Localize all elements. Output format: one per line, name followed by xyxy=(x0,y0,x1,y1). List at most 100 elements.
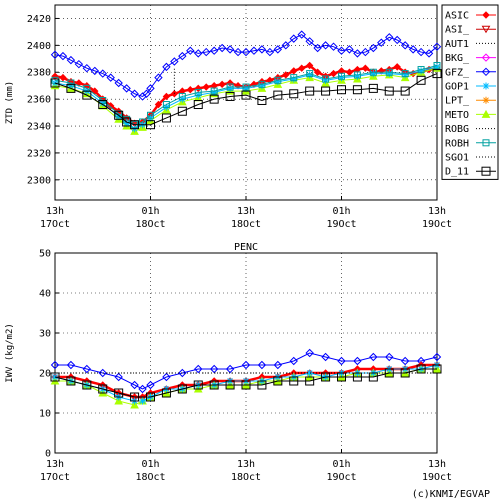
ztd-point-robh xyxy=(369,68,377,76)
legend-marker xyxy=(482,11,490,19)
ztd-point-asic xyxy=(305,61,314,70)
legend-label: AUT1 xyxy=(445,39,469,50)
ztd-point-gfz xyxy=(305,37,314,46)
iwv-point-gfz xyxy=(273,360,283,370)
ztd-point-d11 xyxy=(257,95,267,105)
ztd-point-gfz xyxy=(82,63,92,73)
ztd-point-gfz xyxy=(178,51,187,61)
legend-entry-gop1: GOP1 xyxy=(445,82,496,93)
ztd-point-gfz xyxy=(98,69,107,78)
ztd-point-asic xyxy=(202,83,210,91)
ztd-point-gop1 xyxy=(433,63,441,71)
ztd-point-robh xyxy=(194,88,202,96)
iwv-point-gfz xyxy=(432,352,442,362)
ztd-point-robh xyxy=(147,111,154,119)
ztd-point-gfz xyxy=(186,46,195,55)
ztd-point-gfz xyxy=(369,43,378,53)
ztd-point-gfz xyxy=(273,45,283,54)
iwv-point-d11 xyxy=(98,384,108,394)
ztd-point-gfz xyxy=(385,33,394,42)
ztd-point-d11 xyxy=(384,86,394,96)
ztd-point-gfz xyxy=(361,47,370,57)
iwv-x-tick-label-date: 17Oct xyxy=(40,472,70,483)
iwv-point-d11 xyxy=(193,380,203,390)
ztd-y-tick-label: 2340 xyxy=(27,122,51,133)
ztd-point-d11 xyxy=(273,90,283,100)
ztd-point-gop1 xyxy=(123,119,131,127)
ztd-point-gfz xyxy=(321,41,330,50)
legend-entry-robg: ROBG xyxy=(445,124,496,135)
iwv-point-gfz xyxy=(114,372,123,382)
iwv-point-d11 xyxy=(82,380,92,390)
ztd-point-d11 xyxy=(98,100,108,110)
ztd-x-tick-label-hour: 13h xyxy=(46,206,64,217)
ztd-point-robh xyxy=(274,76,282,84)
iwv-point-gfz xyxy=(66,360,76,370)
ztd-point-robh xyxy=(353,71,361,79)
ztd-series-d11 xyxy=(50,69,442,130)
ztd-point-asic xyxy=(282,71,290,79)
iwv-point-gfz xyxy=(400,356,410,366)
ztd-x-tick-label-date: 18Oct xyxy=(135,219,165,230)
legend-entry-asi: ASI_ xyxy=(445,25,496,36)
iwv-x-tick-label-hour: 01h xyxy=(141,459,159,470)
ztd-point-gfz xyxy=(329,42,338,51)
ztd-point-d11 xyxy=(161,113,171,123)
ztd-point-asic xyxy=(329,69,338,78)
ztd-point-asic xyxy=(210,81,218,90)
ztd-point-d11 xyxy=(66,83,76,93)
iwv-x-tick-label-date: 18Oct xyxy=(231,472,261,483)
ztd-y-tick-label: 2400 xyxy=(27,41,51,52)
legend-entry-d11: D_11 xyxy=(445,166,496,178)
ztd-x-tick-label-date: 18Oct xyxy=(231,219,261,230)
ztd-point-d11 xyxy=(82,90,92,100)
ztd-y-tick-label: 2360 xyxy=(27,95,51,106)
ztd-point-gfz xyxy=(225,45,235,54)
iwv-y-tick-label: 0 xyxy=(45,449,51,460)
ztd-point-d11 xyxy=(209,94,219,104)
ztd-point-gfz xyxy=(281,41,290,50)
ztd-point-d11 xyxy=(432,69,442,79)
iwv-point-meto xyxy=(130,400,139,409)
iwv-point-d11 xyxy=(225,380,235,390)
iwv-point-d11 xyxy=(66,376,76,386)
ztd-point-robh xyxy=(290,74,298,82)
ztd-point-gop1 xyxy=(401,71,409,79)
legend-marker xyxy=(481,109,491,118)
ztd-point-asic xyxy=(178,87,187,95)
ztd-point-gop1 xyxy=(338,74,345,82)
iwv-x-tick-label-hour: 13h xyxy=(428,459,446,470)
ztd-point-gfz xyxy=(202,47,211,57)
ztd-point-gop1 xyxy=(274,78,282,86)
iwv-series-line-d11 xyxy=(54,368,437,398)
ztd-point-gop1 xyxy=(385,70,393,78)
ztd-point-gfz xyxy=(233,47,243,57)
ztd-point-d11 xyxy=(177,106,187,116)
ztd-point-asic xyxy=(107,102,115,110)
iwv-point-d11 xyxy=(146,392,155,402)
ztd-point-gfz xyxy=(289,34,298,43)
ztd-x-tick-label-date: 17Oct xyxy=(40,219,70,230)
iwv-point-gfz xyxy=(337,356,346,366)
legend-label: ROBG xyxy=(445,124,469,135)
ztd-point-robh xyxy=(385,68,393,76)
ztd-point-asic xyxy=(186,86,194,94)
iwv-point-gfz xyxy=(50,360,60,370)
iwv-y-tick-label: 20 xyxy=(39,369,51,380)
legend-entry-lpt: LPT_ xyxy=(445,96,496,107)
iwv-point-gop1 xyxy=(306,369,314,377)
ztd-point-asic xyxy=(218,80,226,89)
iwv-point-d11 xyxy=(289,376,299,386)
ztd-point-robh xyxy=(67,79,75,87)
ztd-y-tick-label: 2380 xyxy=(27,68,51,79)
iwv-point-gfz xyxy=(82,364,92,374)
iwv-point-d11 xyxy=(352,372,362,382)
iwv-point-gfz xyxy=(289,356,298,366)
legend-marker xyxy=(481,166,491,176)
ztd-point-gfz xyxy=(142,89,151,98)
ztd-y-tick-label: 2420 xyxy=(27,14,51,25)
ztd-point-robh xyxy=(433,62,441,70)
iwv-point-d11 xyxy=(241,380,251,390)
ztd-y-axis-title: ZTD (mm) xyxy=(5,81,15,124)
ztd-point-gfz xyxy=(432,42,442,51)
